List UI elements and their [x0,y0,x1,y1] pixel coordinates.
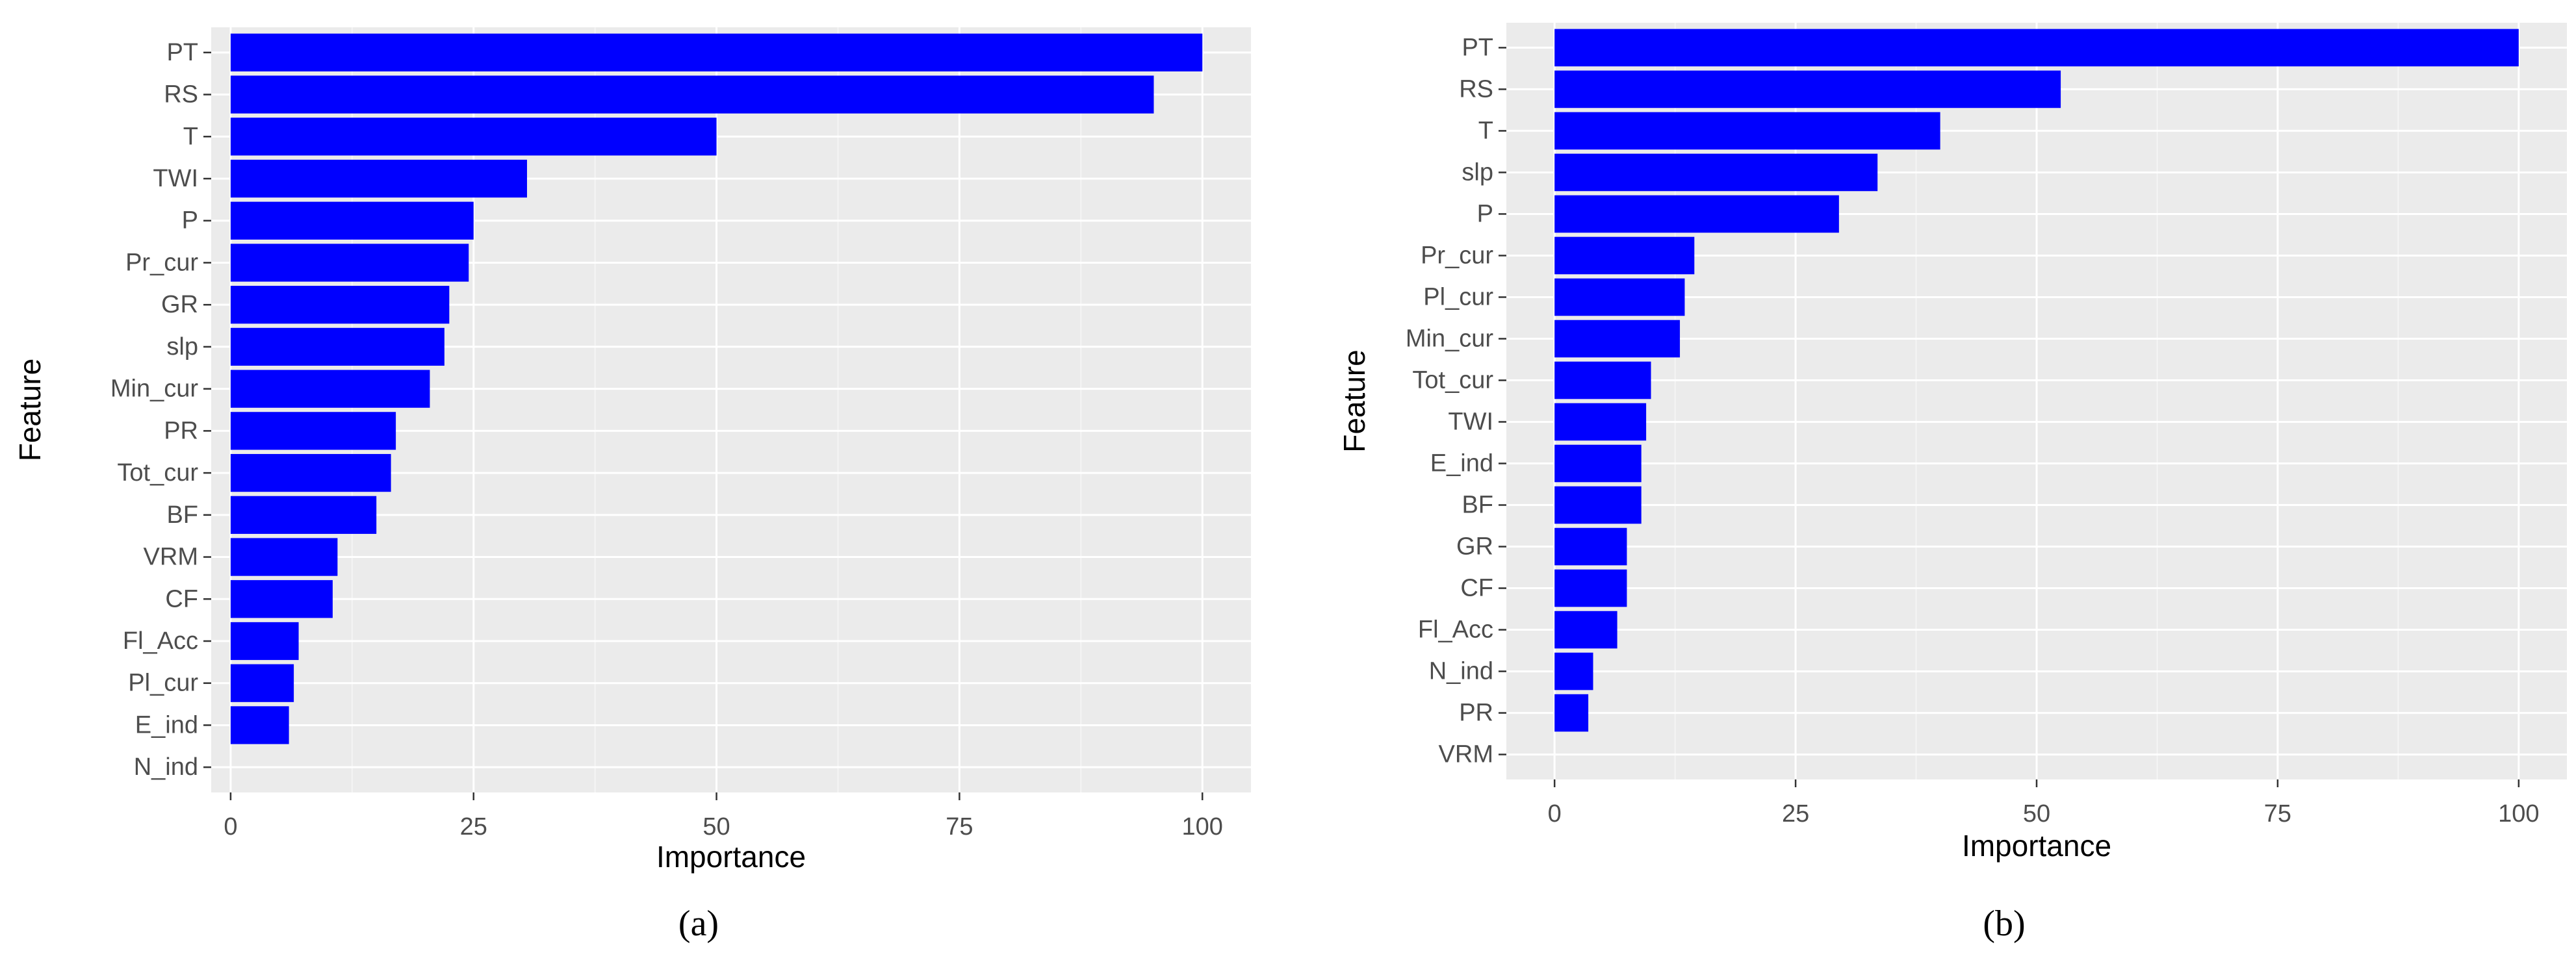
bar-bf [230,496,377,534]
bar-n-ind [1554,652,1593,690]
bar-pr-cur [1554,236,1695,275]
y-tick-label: VRM [1439,741,1493,768]
y-tick-label: PR [1459,700,1493,727]
bar-t [1554,112,1940,150]
y-tick-label: slp [166,333,198,360]
y-tick-label: Pr_cur [125,249,198,276]
y-tick-label: P [1477,200,1493,227]
bar-p [1554,195,1839,233]
y-tick-label: BF [1462,492,1493,519]
bar-tot-cur [1554,361,1651,399]
y-tick-label: PR [164,417,198,444]
bar-pl-cur [1554,278,1685,316]
x-tick-label: 0 [224,813,237,840]
y-tick-label: Tot_cur [117,459,198,486]
y-tick-label: PT [166,39,198,66]
bar-gr [1554,527,1627,566]
x-tick-label: 25 [1782,800,1809,828]
y-tick-label: TWI [153,165,198,192]
y-tick-label: T [1478,117,1493,144]
y-tick-label: N_ind [1429,658,1493,685]
bar-cf [230,580,333,618]
bar-slp [1554,153,1878,192]
y-tick-label: Fl_Acc [123,627,198,655]
bar-pt [1554,29,2519,67]
bar-pr [230,412,396,450]
x-axis-title: Importance [1962,829,2111,863]
y-tick-label: E_ind [135,711,198,739]
y-tick-label: CF [165,585,198,613]
x-tick-label: 75 [946,813,973,840]
y-axis-title: Feature [13,359,47,462]
x-tick-label: 100 [1182,813,1223,840]
y-tick-label: RS [1459,75,1493,103]
y-tick-label: N_ind [134,753,198,781]
bar-fl-acc [230,622,299,661]
x-axis-title: Importance [656,840,806,874]
y-tick-label: Min_cur [1406,325,1493,352]
bar-rs [230,75,1154,114]
y-tick-label: VRM [144,544,198,571]
bar-pl-cur [230,664,294,702]
bar-e-ind [1554,444,1642,483]
bar-twi [230,159,527,198]
x-tick-label: 25 [460,813,487,840]
bar-t [230,118,717,156]
x-tick-label: 50 [702,813,730,840]
bar-min-cur [1554,320,1681,358]
bar-vrm [230,538,338,576]
y-tick-label: slp [1462,158,1493,186]
y-tick-label: GR [1456,533,1493,561]
bar-p [230,201,474,240]
panel-a: PT RS T TWI P Pr_cur GR slp Min_cur PR Tot_cur BF VR… [13,27,1251,944]
y-tick-label: BF [166,501,198,529]
bar-twi [1554,403,1647,441]
bar-gr [230,286,450,324]
y-tick-label: Tot_cur [1412,366,1493,394]
y-tick-label: GR [161,291,198,318]
bar-tot-cur [230,453,391,492]
y-tick-label: Pl_cur [128,670,198,697]
panel-caption: (a) [678,904,719,944]
bar-pr [1554,694,1589,732]
y-tick-label: Fl_Acc [1418,616,1493,644]
y-tick-label: T [183,123,198,150]
y-tick-label: E_ind [1430,450,1493,477]
y-tick-label: PT [1462,34,1493,61]
bar-pr-cur [230,244,469,282]
y-tick-label: Min_cur [110,375,198,403]
y-tick-label: Pr_cur [1421,242,1493,269]
x-tick-label: 50 [2023,800,2050,828]
y-tick-label: RS [164,81,198,108]
bar-cf [1554,569,1627,607]
bar-min-cur [230,370,430,408]
bar-pt [230,33,1203,71]
y-tick-label: CF [1460,575,1493,602]
bar-fl-acc [1554,611,1617,649]
y-tick-label: Pl_cur [1423,283,1493,310]
bar-slp [230,327,444,366]
y-axis-title: Feature [1337,349,1371,453]
bar-rs [1554,70,2061,108]
bar-bf [1554,486,1642,524]
x-tick-label: 75 [2264,800,2291,828]
y-tick-label: TWI [1448,409,1493,436]
x-tick-label: 0 [1548,800,1562,828]
panel-caption: (b) [1983,904,2025,944]
x-tick-label: 100 [2498,800,2539,828]
bar-e-ind [230,706,289,744]
y-tick-label: P [182,207,198,234]
